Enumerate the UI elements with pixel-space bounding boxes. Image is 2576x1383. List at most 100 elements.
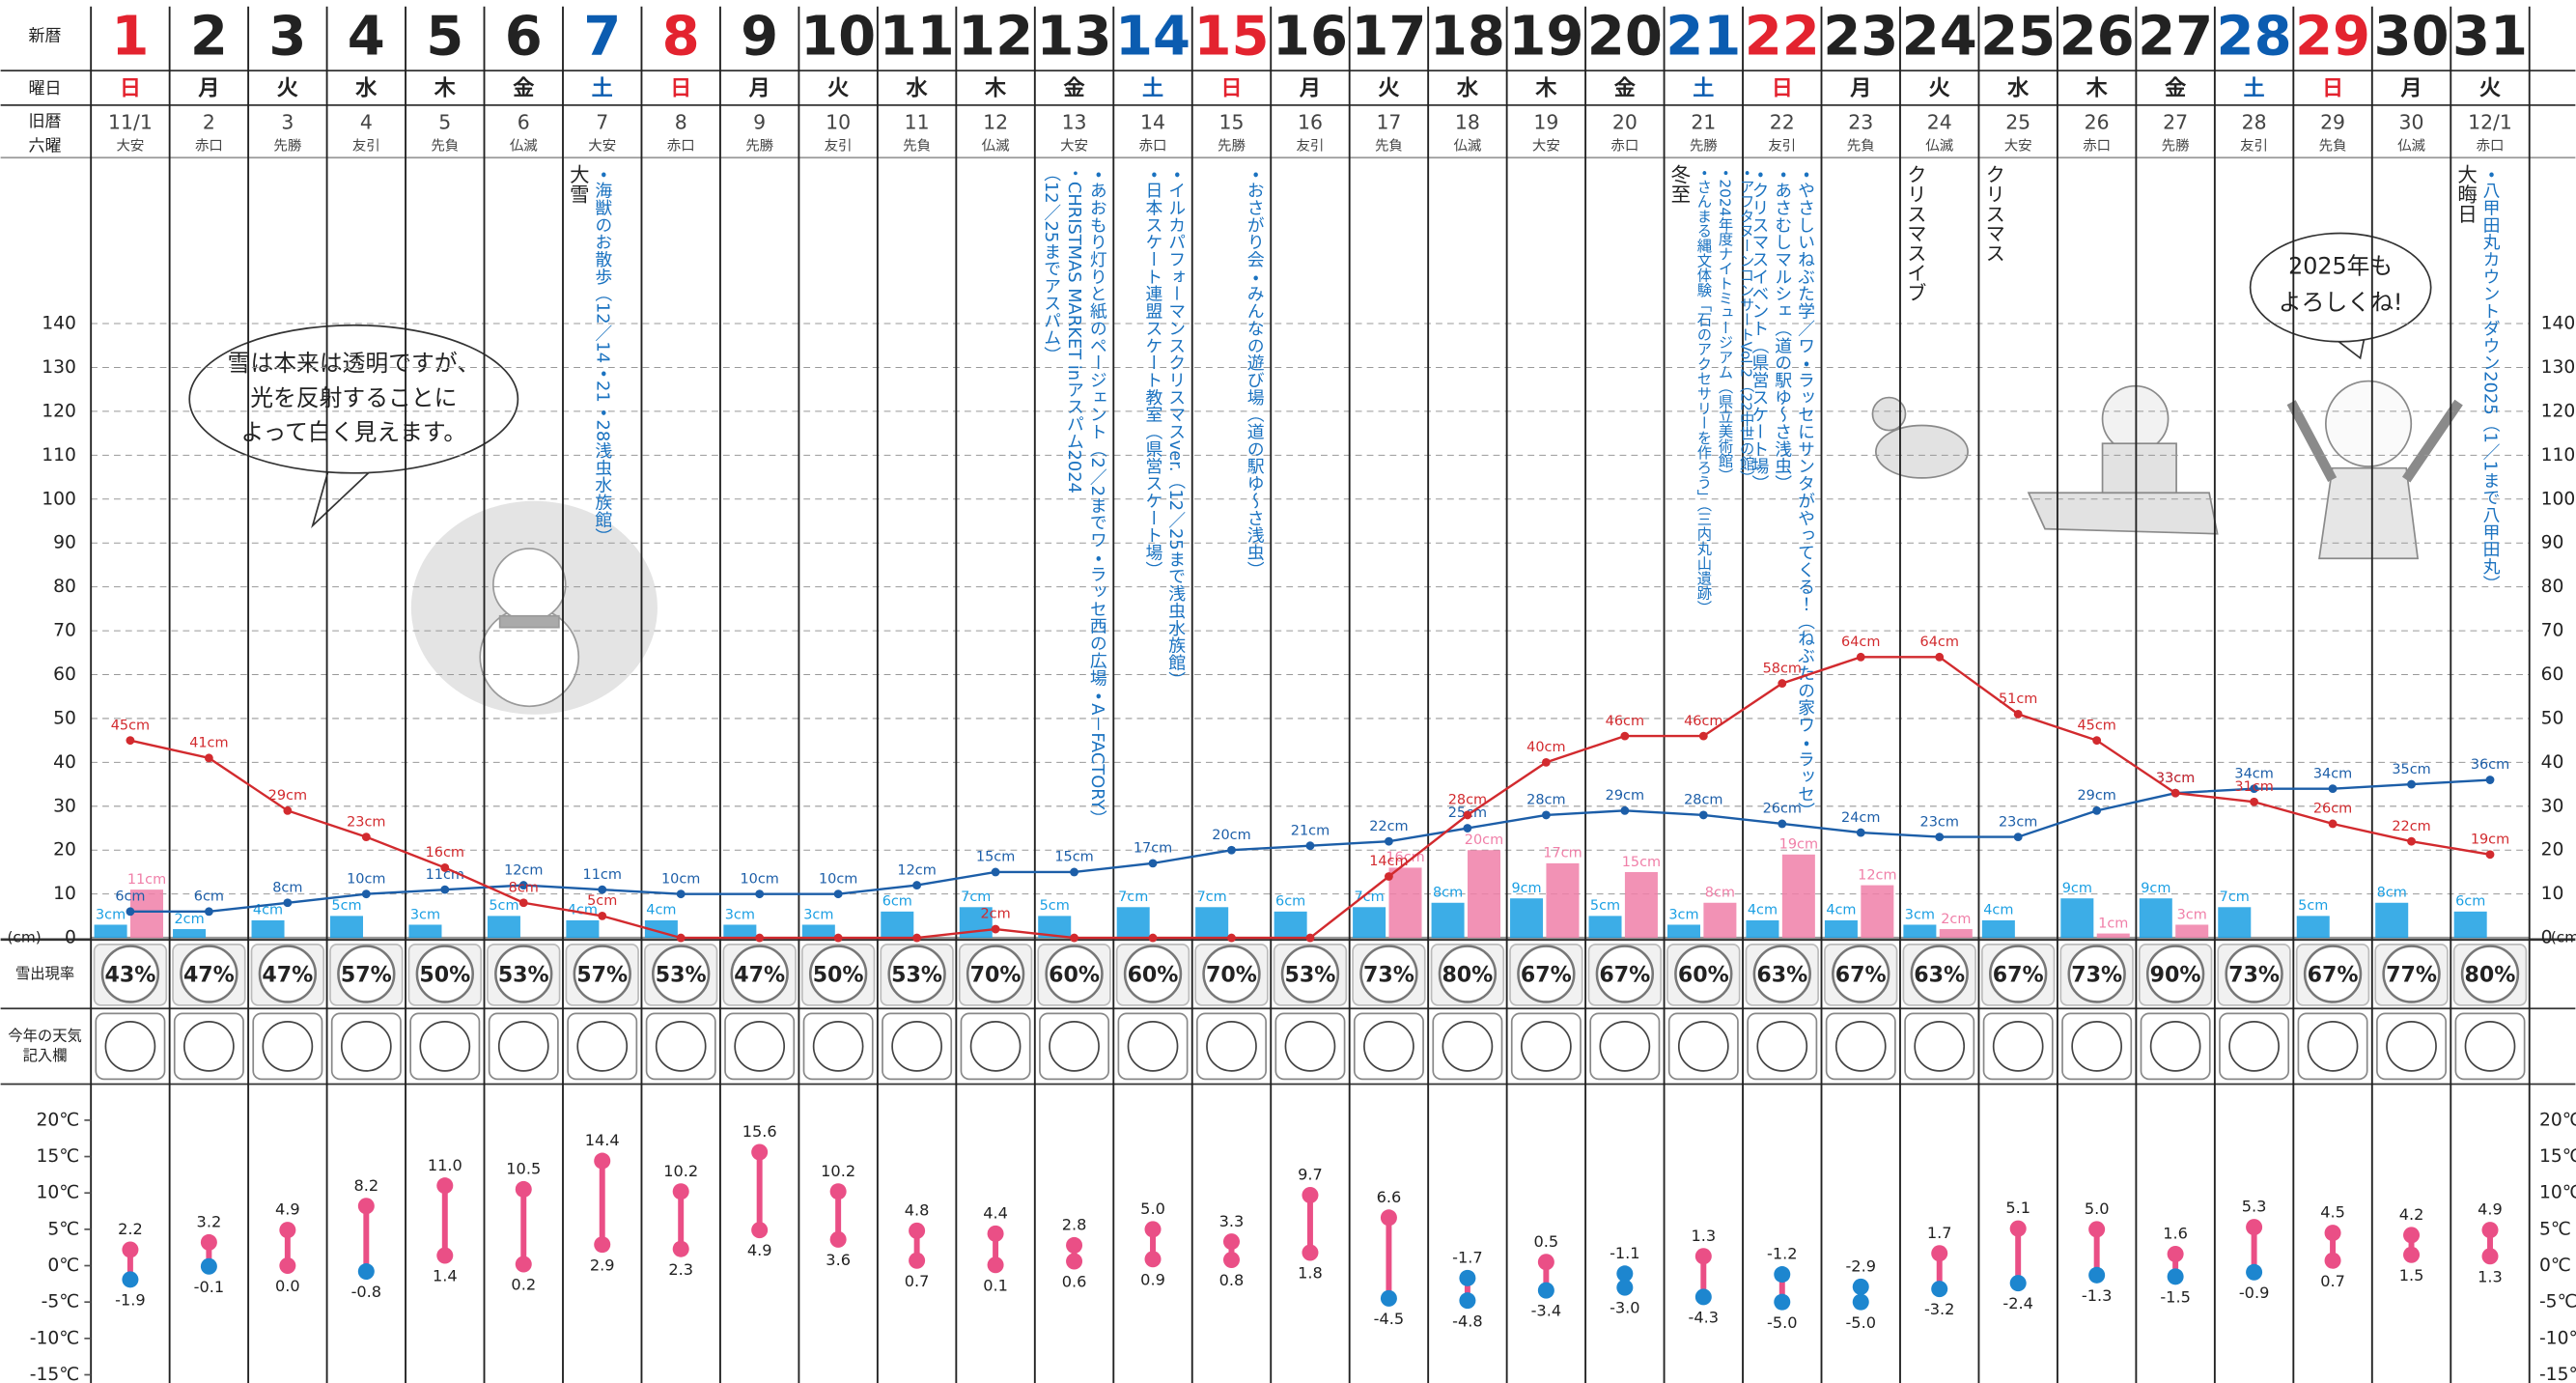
snow-point [1935,833,1945,842]
rate-label: 80% [1442,963,1493,988]
temp-max-label: 5.0 [1140,1200,1165,1218]
line-label: 28cm [1684,793,1722,808]
snow-point [1148,933,1158,943]
temp-min-dot [829,1230,847,1248]
snow-bar [1981,919,2015,939]
snow-bar [2375,902,2409,939]
rate-label: 60% [1678,963,1729,988]
rate-badge [2460,945,2520,1003]
bar-label: 7cm [2220,889,2250,905]
kyureki: 5 [438,111,451,134]
rate-label: 67% [1993,963,2044,988]
rokuyo: 大安 [2004,137,2032,154]
weekday: 土 [1693,75,1714,100]
kyureki: 23 [1848,111,1873,134]
bar-label: 19cm [1779,837,1818,853]
rate-label: 70% [970,963,1022,988]
date-number: 29 [2295,5,2370,68]
weekday: 日 [2322,75,2343,100]
snow-bar [1195,907,1229,939]
rate-badge [180,945,238,1003]
temp-max-label: 4.4 [983,1203,1008,1222]
rokuyo: 赤口 [2477,137,2505,154]
rate-badge [2225,945,2283,1003]
weekday: 木 [984,75,1007,100]
y-tick-label: 110 [2541,445,2576,466]
snow-bar [723,924,757,939]
temp-max-dot [1459,1269,1476,1286]
bar-label: 7cm [1355,889,1385,905]
rokuyo: 先勝 [273,137,301,154]
snow-point [1070,933,1078,943]
y-unit: (cm) [2551,929,2576,946]
y-tick-label: 140 [2541,314,2576,334]
temp-min-dot [2088,1266,2106,1284]
snow-bar [1388,867,1422,939]
snow-bar [881,911,914,939]
line-label: 28cm [1448,793,1487,808]
snow-point [1148,859,1158,868]
y-tick-label: -10℃ [30,1328,80,1348]
snow-point [1620,731,1630,741]
snow-bar [2060,898,2094,939]
date-number: 24 [1902,5,1977,68]
snow-point [1385,836,1393,846]
temp-min-dot [436,1247,454,1264]
weekday: 火 [2479,75,2501,100]
rate-badge [1832,945,1890,1003]
weekday: 水 [906,75,929,100]
rate-badge [573,945,631,1003]
line-label: 8cm [509,880,539,895]
snow-point [2485,776,2495,784]
temp-min-dot [1066,1253,1083,1270]
rokuyo: 仏滅 [2397,137,2425,154]
rokuyo: 友引 [352,137,380,154]
snow-bar [1861,885,1894,939]
rokuyo: 友引 [2240,137,2268,154]
snow-bar [1781,854,1815,939]
snow-bar [2096,933,2130,939]
temp-max-label: 3.2 [197,1213,222,1231]
bar-label: 3cm [803,907,833,922]
rate-label: 67% [2308,963,2359,988]
line-label: 36cm [2471,757,2509,773]
y-tick-label: 140 [42,314,76,334]
rokuyo: 先勝 [1218,137,1246,154]
line-label: 15cm [976,850,1015,865]
solar-term: クリスマスイブ [1903,164,1926,302]
rate-label: 70% [1206,963,1257,988]
bubble [2249,232,2432,343]
line-label: 33cm [2156,771,2195,786]
weekday: 火 [1378,75,1399,100]
snow-point [1856,652,1865,662]
temp-max-dot [436,1177,454,1195]
temp-max-dot [829,1183,847,1200]
girl-head [2325,380,2413,467]
girl-illustration [2286,380,2463,560]
y-tick-label: 70 [53,621,76,641]
temp-min-label: -4.5 [1374,1310,1405,1328]
rate-label: 67% [1521,963,1572,988]
line-label: 8cm [272,880,302,895]
temp-max-label: 5.1 [2005,1199,2030,1217]
snow-point [1227,845,1236,855]
event: （12／25までアスパム） [1041,164,1061,363]
row-label: 旧暦 [29,112,62,131]
kyureki: 30 [2399,111,2424,134]
speech-bubble: 2025年も よろしくね! [2249,232,2432,360]
bubble-text: 2025年も [2288,253,2393,280]
solar-term: 大晦日 [2454,164,2478,223]
event: ・イルカパフォーマンスクリスマスver.（12／25まで浅虫水族館） [1165,164,1186,688]
rate-badge [808,945,868,1003]
girl-coat [2318,466,2420,560]
weekday: 水 [1456,75,1479,100]
bar-label: 2cm [174,912,204,927]
kyureki: 8 [675,111,687,134]
snow-point [912,881,922,890]
snow-point [1698,810,1708,820]
temp-max-dot [1380,1209,1397,1227]
snowman-head [492,548,567,622]
snow-point [2485,850,2495,860]
rokuyo: 仏滅 [1453,137,1481,154]
snow-point [1541,810,1551,820]
